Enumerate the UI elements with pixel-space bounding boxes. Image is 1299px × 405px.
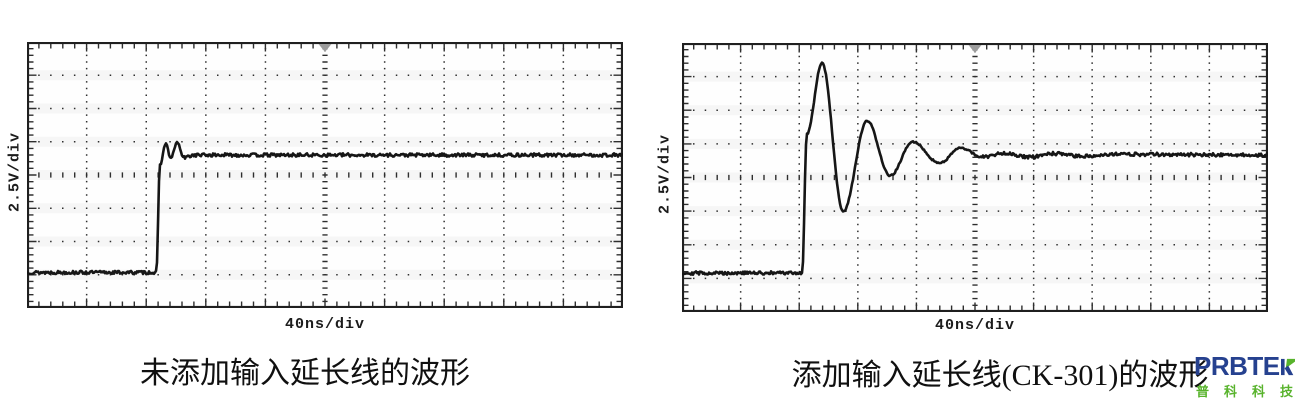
oscilloscope-graticule-left — [27, 42, 623, 308]
prbtek-logo-k-icon — [1280, 358, 1295, 376]
graticule-ticks — [27, 42, 623, 308]
graticule-border — [682, 43, 1268, 312]
graticule-ticks — [682, 43, 1268, 312]
logo-sub-char: 普 — [1196, 384, 1210, 399]
logo-sub-char: 科 — [1223, 384, 1237, 399]
x-axis-label: 40ns/div — [284, 316, 365, 333]
x-axis-label: 40ns/div — [934, 317, 1015, 334]
waveform-trace — [682, 61, 1268, 276]
oscilloscope-graticule-right — [682, 43, 1268, 312]
waveform-trace — [27, 140, 623, 276]
chart-caption: 未添加输入延长线的波形 — [140, 357, 470, 390]
trigger-position-icon — [318, 44, 332, 52]
chart-caption: 添加输入延长线(CK-301)的波形 — [791, 359, 1209, 392]
prbtek-logo: PRBTE 普 科 科 技 — [1194, 353, 1295, 400]
prbtek-logo-subtext: 普 科 科 技 — [1194, 381, 1295, 400]
y-axis-label: 2.5V/div — [6, 131, 24, 213]
prbtek-logo-wordmark: PRBTE — [1194, 353, 1295, 380]
graticule-border — [27, 42, 623, 308]
trigger-position-icon — [968, 45, 982, 53]
y-axis-label: 2.5V/div — [656, 133, 674, 215]
prbtek-logo-text: PRBTE — [1194, 351, 1280, 381]
logo-sub-char: 科 — [1251, 384, 1265, 399]
logo-sub-char: 技 — [1279, 384, 1293, 399]
